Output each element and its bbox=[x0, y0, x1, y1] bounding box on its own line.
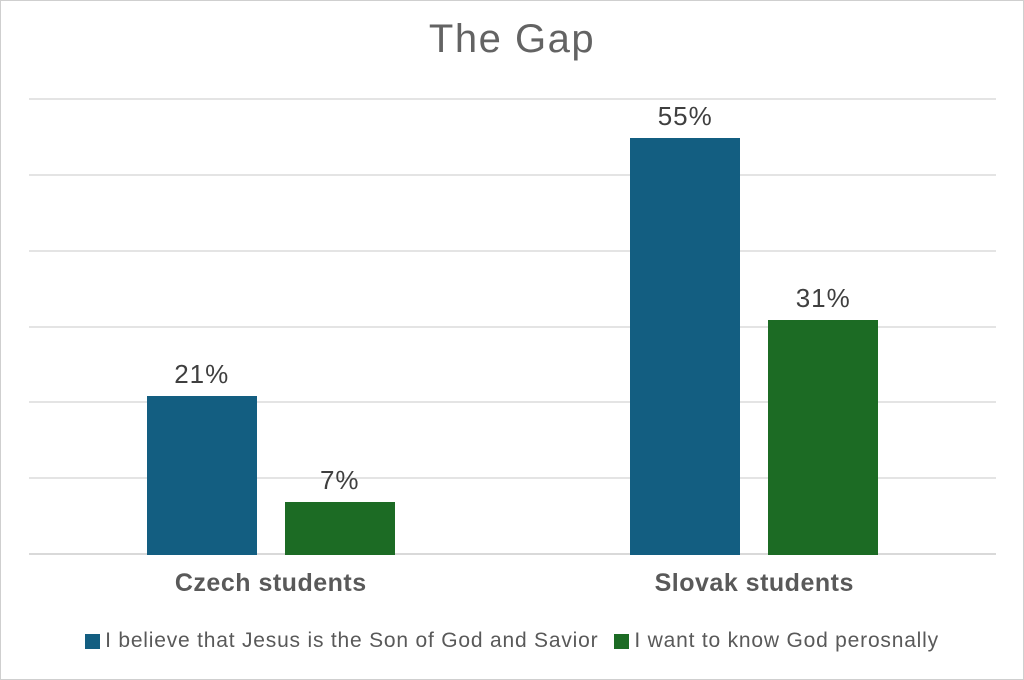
gridline bbox=[29, 401, 996, 404]
bar: 31% bbox=[768, 283, 879, 555]
bar-value-label: 7% bbox=[319, 464, 360, 495]
gridline bbox=[29, 249, 996, 252]
legend-label-know-god: I want to know God perosnally bbox=[634, 629, 939, 652]
bar: 55% bbox=[630, 101, 741, 555]
bar: 21% bbox=[146, 359, 257, 555]
legend-swatch-blue-icon bbox=[85, 633, 101, 649]
legend-item-believe: I believe that Jesus is the Son of God a… bbox=[85, 629, 598, 653]
plot-area: 21% 7% 55% 31% bbox=[29, 98, 996, 555]
bar: 7% bbox=[284, 465, 395, 555]
gridline bbox=[29, 477, 996, 480]
legend: I believe that Jesus is the Son of God a… bbox=[1, 629, 1023, 653]
chart-title: The Gap bbox=[428, 17, 596, 61]
legend-label-believe: I believe that Jesus is the Son of God a… bbox=[105, 629, 599, 652]
bar-group: 55% 31% bbox=[513, 100, 997, 555]
bar-groups: 21% 7% 55% 31% bbox=[29, 100, 996, 555]
gridline bbox=[29, 325, 996, 328]
category-label-czech: Czech students bbox=[174, 569, 367, 597]
bar-value-label: 31% bbox=[795, 282, 851, 313]
legend-swatch-green-icon bbox=[614, 633, 630, 649]
gridline bbox=[29, 173, 996, 176]
legend-item-know-god: I want to know God perosnally bbox=[614, 629, 939, 653]
category-label-slovak: Slovak students bbox=[654, 569, 854, 597]
bar-value-label: 21% bbox=[174, 358, 230, 389]
x-axis-category-row: Czech students Slovak students bbox=[29, 569, 996, 598]
bar-value-label: 55% bbox=[657, 100, 713, 131]
x-axis-line bbox=[29, 553, 996, 555]
bar-group: 21% 7% bbox=[29, 100, 513, 555]
gridline bbox=[29, 98, 996, 100]
